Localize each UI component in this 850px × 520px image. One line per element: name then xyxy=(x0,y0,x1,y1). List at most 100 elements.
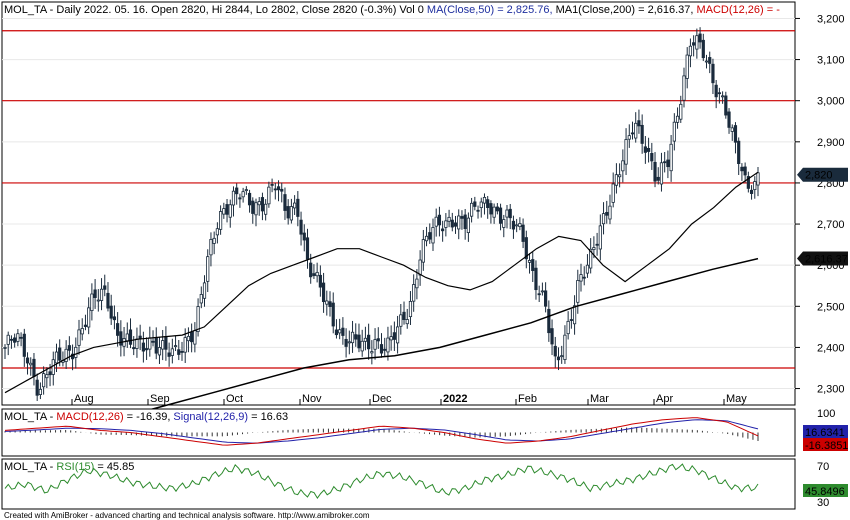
header-ma50: MA(Close,50) = 2,825.76, xyxy=(427,4,553,16)
candle-body xyxy=(566,320,570,335)
candle-body xyxy=(128,329,133,345)
candle-body xyxy=(457,215,461,230)
rsi-header-ticker: MOL_TA xyxy=(4,461,48,473)
candle-body xyxy=(463,214,467,230)
candle-body xyxy=(305,237,310,260)
candle-body xyxy=(254,202,258,216)
price-badges: 2,820 2,616.37 xyxy=(797,167,848,266)
candle-body xyxy=(379,344,384,354)
candle-body xyxy=(714,84,718,98)
candle-body xyxy=(363,337,368,342)
x-axis-labels: Aug Sep Oct Nov Dec 2022 Feb Mar Apr May xyxy=(71,393,747,405)
candle-body xyxy=(125,333,129,342)
candle-body xyxy=(206,256,210,282)
candle-body xyxy=(302,232,306,241)
candle-body xyxy=(479,201,483,209)
candle-body xyxy=(692,42,696,46)
candle-body xyxy=(154,337,158,354)
candle-body xyxy=(318,274,322,288)
candle-body xyxy=(276,186,281,191)
candle-body xyxy=(196,306,200,332)
candle-body xyxy=(64,348,68,362)
candle-body xyxy=(727,111,731,128)
candle-body xyxy=(87,307,91,328)
candle-body xyxy=(666,159,670,168)
candle-body xyxy=(357,334,361,349)
candle-body xyxy=(424,235,429,242)
candle-body xyxy=(659,162,664,185)
candle-body xyxy=(682,75,686,101)
macd-badge: -16.3851 xyxy=(803,438,848,452)
candle-body xyxy=(611,183,615,203)
candle-body xyxy=(167,352,171,357)
candle-body xyxy=(354,334,358,340)
candle-body xyxy=(202,282,207,299)
candle-body xyxy=(695,35,699,50)
candle-body xyxy=(260,197,265,212)
candle-body xyxy=(164,336,168,350)
candle-body xyxy=(270,183,274,186)
candle-body xyxy=(431,227,435,244)
candle-body xyxy=(370,351,374,354)
candle-body xyxy=(280,188,284,192)
candle-body xyxy=(547,308,551,334)
candle-body xyxy=(515,224,519,227)
candle-body xyxy=(721,95,725,98)
candle-body xyxy=(267,186,271,205)
candle-body xyxy=(486,199,490,209)
last-close-badge-label: 2,820 xyxy=(805,170,833,182)
macd-badges: 16.6341-16.3851 xyxy=(803,425,848,452)
candle-body xyxy=(544,290,548,307)
candle-body xyxy=(473,201,477,207)
macd-header: MOL_TA - MACD(12,26) = -16.39, Signal(12,… xyxy=(4,411,288,423)
candle-body xyxy=(637,120,641,127)
price-tick-label: 2,700 xyxy=(817,219,845,231)
candle-body xyxy=(315,271,319,277)
candle-body xyxy=(186,335,191,342)
candle-body xyxy=(608,205,612,220)
candle-body xyxy=(643,146,647,153)
price-tick-label: 3,000 xyxy=(817,96,845,108)
candle-body xyxy=(737,140,741,164)
candle-body xyxy=(743,166,747,176)
candle-body xyxy=(247,192,252,206)
candle-body xyxy=(22,333,26,357)
candle-body xyxy=(399,314,403,327)
footer-credit: Created with AmiBroker - advanced charti… xyxy=(4,511,370,520)
candle-body xyxy=(360,340,364,352)
candle-body xyxy=(724,95,728,116)
candle-body xyxy=(161,340,165,350)
rsi-tick-label: 70 xyxy=(817,461,829,473)
candle-body xyxy=(685,54,689,79)
candle-body xyxy=(624,139,628,165)
x-tick-label: Mar xyxy=(590,393,609,405)
candle-body xyxy=(701,39,705,59)
candle-body xyxy=(405,319,409,325)
candle-body xyxy=(58,347,62,361)
candle-body xyxy=(592,247,596,250)
candle-body xyxy=(3,347,7,349)
candle-body xyxy=(70,353,75,360)
candle-body xyxy=(630,132,635,135)
candle-body xyxy=(219,211,223,230)
candle-body xyxy=(688,45,693,57)
candle-body xyxy=(492,206,496,218)
candle-body xyxy=(96,299,100,302)
candle-body xyxy=(109,305,113,319)
candle-body xyxy=(505,209,509,218)
candle-body xyxy=(257,201,261,206)
candle-body xyxy=(347,341,351,344)
candle-body xyxy=(199,294,203,304)
candle-body xyxy=(634,122,638,139)
candle-body xyxy=(746,176,750,189)
candle-body xyxy=(350,331,355,344)
candle-body xyxy=(640,124,644,144)
candle-body xyxy=(621,160,625,172)
candle-body xyxy=(312,273,316,276)
candle-body xyxy=(601,213,606,225)
candle-body xyxy=(38,388,42,395)
candle-body xyxy=(618,174,622,178)
candle-body xyxy=(222,208,226,215)
candle-body xyxy=(476,209,480,212)
rsi-header-value: = 45.85 xyxy=(94,461,134,473)
